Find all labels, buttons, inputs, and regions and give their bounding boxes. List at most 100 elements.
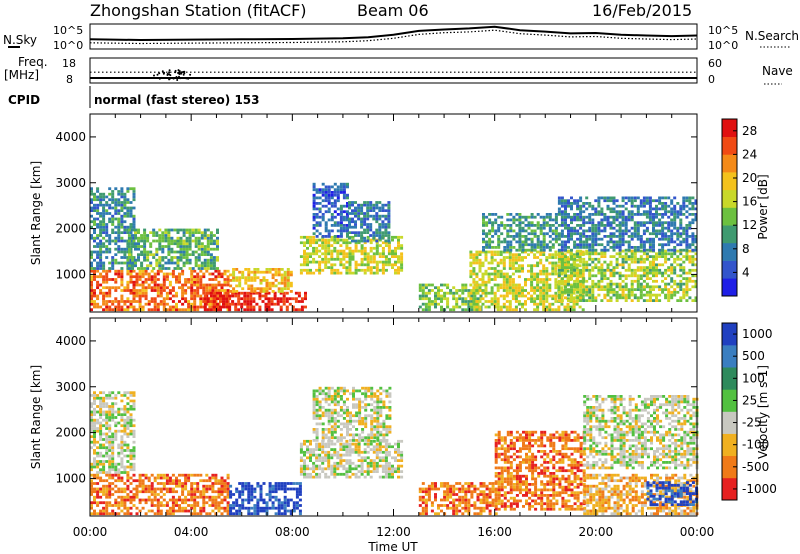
heatmap-cell xyxy=(579,232,583,236)
heatmap-cell xyxy=(247,279,251,282)
heatmap-cell xyxy=(548,302,552,306)
heatmap-cell xyxy=(90,446,93,450)
heatmap-cell xyxy=(493,275,497,279)
heatmap-cell xyxy=(661,204,665,208)
heatmap-cell xyxy=(481,280,485,284)
heatmap-cell xyxy=(312,235,316,239)
heatmap-cell xyxy=(238,281,242,285)
heatmap-cell xyxy=(664,210,668,214)
heatmap-cell xyxy=(366,228,370,232)
heatmap-cell xyxy=(312,249,316,253)
heatmap-cell xyxy=(140,234,144,237)
heatmap-cell xyxy=(90,416,93,419)
heatmap-cell xyxy=(176,231,180,234)
heatmap-cell xyxy=(434,294,437,298)
heatmap-cell xyxy=(339,244,343,247)
heatmap-cell xyxy=(96,203,100,207)
heatmap-cell xyxy=(694,299,698,302)
heatmap-cell xyxy=(533,253,537,256)
heatmap-cell xyxy=(102,509,106,513)
heatmap-cell xyxy=(475,256,479,259)
heatmap-cell xyxy=(165,479,169,483)
heatmap-cell xyxy=(564,285,567,289)
heatmap-cell xyxy=(303,263,306,267)
heatmap-cell xyxy=(618,285,622,289)
heatmap-cell xyxy=(318,244,322,247)
heatmap-cell xyxy=(603,271,607,275)
heatmap-cell xyxy=(576,224,580,227)
heatmap-cell xyxy=(658,248,662,252)
heatmap-cell xyxy=(102,465,106,469)
heatmap-cell xyxy=(178,272,181,276)
heatmap-cell xyxy=(685,277,689,280)
heatmap-cell xyxy=(508,264,512,268)
heatmap-cell xyxy=(105,305,109,309)
heatmap-cell xyxy=(181,272,185,276)
heatmap-cell xyxy=(175,308,178,312)
heatmap-cell xyxy=(126,427,130,430)
heatmap-cell xyxy=(490,250,494,254)
heatmap-cell xyxy=(497,215,501,219)
heatmap-cell xyxy=(188,245,192,248)
heatmap-cell xyxy=(187,509,191,513)
heatmap-cell xyxy=(303,244,306,247)
heatmap-cell xyxy=(517,294,521,298)
heatmap-cell xyxy=(268,498,272,502)
heatmap-cell xyxy=(579,288,583,291)
heatmap-cell xyxy=(342,238,346,242)
heatmap-cell xyxy=(156,498,160,502)
heatmap-cell xyxy=(366,235,370,239)
heatmap-cell xyxy=(579,237,583,241)
heatmap-cell xyxy=(384,231,388,234)
heatmap-cell xyxy=(247,270,251,274)
heatmap-cell xyxy=(603,296,607,300)
heatmap-cell xyxy=(162,302,166,306)
heatmap-cell xyxy=(636,277,640,280)
heatmap-cell xyxy=(226,278,230,281)
heatmap-cell xyxy=(521,221,525,225)
heatmap-cell xyxy=(108,457,112,461)
heatmap-cell xyxy=(667,296,671,300)
heatmap-cell xyxy=(190,504,194,507)
heatmap-cell xyxy=(464,300,468,303)
heatmap-cell xyxy=(188,231,192,234)
heatmap-cell xyxy=(351,212,354,215)
heatmap-cell xyxy=(303,241,306,245)
heatmap-cell xyxy=(694,246,698,249)
heatmap-cell xyxy=(162,280,166,284)
heatmap-cell xyxy=(105,405,109,408)
heatmap-cell xyxy=(235,279,239,282)
heatmap-cell xyxy=(609,255,613,258)
heatmap-cell xyxy=(149,253,153,256)
noise-right-label: N.Search xyxy=(745,29,799,43)
heatmap-cell xyxy=(253,495,257,499)
heatmap-cell xyxy=(253,504,257,507)
heatmap-cell xyxy=(615,260,619,264)
heatmap-cell xyxy=(633,257,637,261)
heatmap-cell xyxy=(557,257,561,261)
heatmap-cell xyxy=(636,207,640,211)
heatmap-cell xyxy=(478,267,482,270)
heatmap-cell xyxy=(285,291,289,295)
heatmap-cell xyxy=(430,283,434,287)
heatmap-cell xyxy=(381,268,385,272)
heatmap-cell xyxy=(636,299,640,302)
heatmap-cell xyxy=(609,290,613,294)
heatmap-cell xyxy=(123,418,127,422)
heatmap-cell xyxy=(366,252,370,256)
heatmap-cell xyxy=(609,260,613,264)
heatmap-cell xyxy=(303,235,306,239)
heatmap-cell xyxy=(679,240,683,244)
heatmap-cell xyxy=(280,276,284,280)
heatmap-cell xyxy=(497,246,501,249)
heatmap-cell xyxy=(570,218,573,222)
heatmap-cell xyxy=(132,487,136,491)
heatmap-cell xyxy=(167,236,171,240)
heatmap-cell xyxy=(158,245,162,248)
heatmap-cell xyxy=(268,287,272,291)
heatmap-cell xyxy=(129,421,133,425)
heatmap-cell xyxy=(214,476,218,480)
heatmap-cell xyxy=(127,239,131,243)
heatmap-cell xyxy=(624,274,628,278)
heatmap-cell xyxy=(499,286,503,290)
